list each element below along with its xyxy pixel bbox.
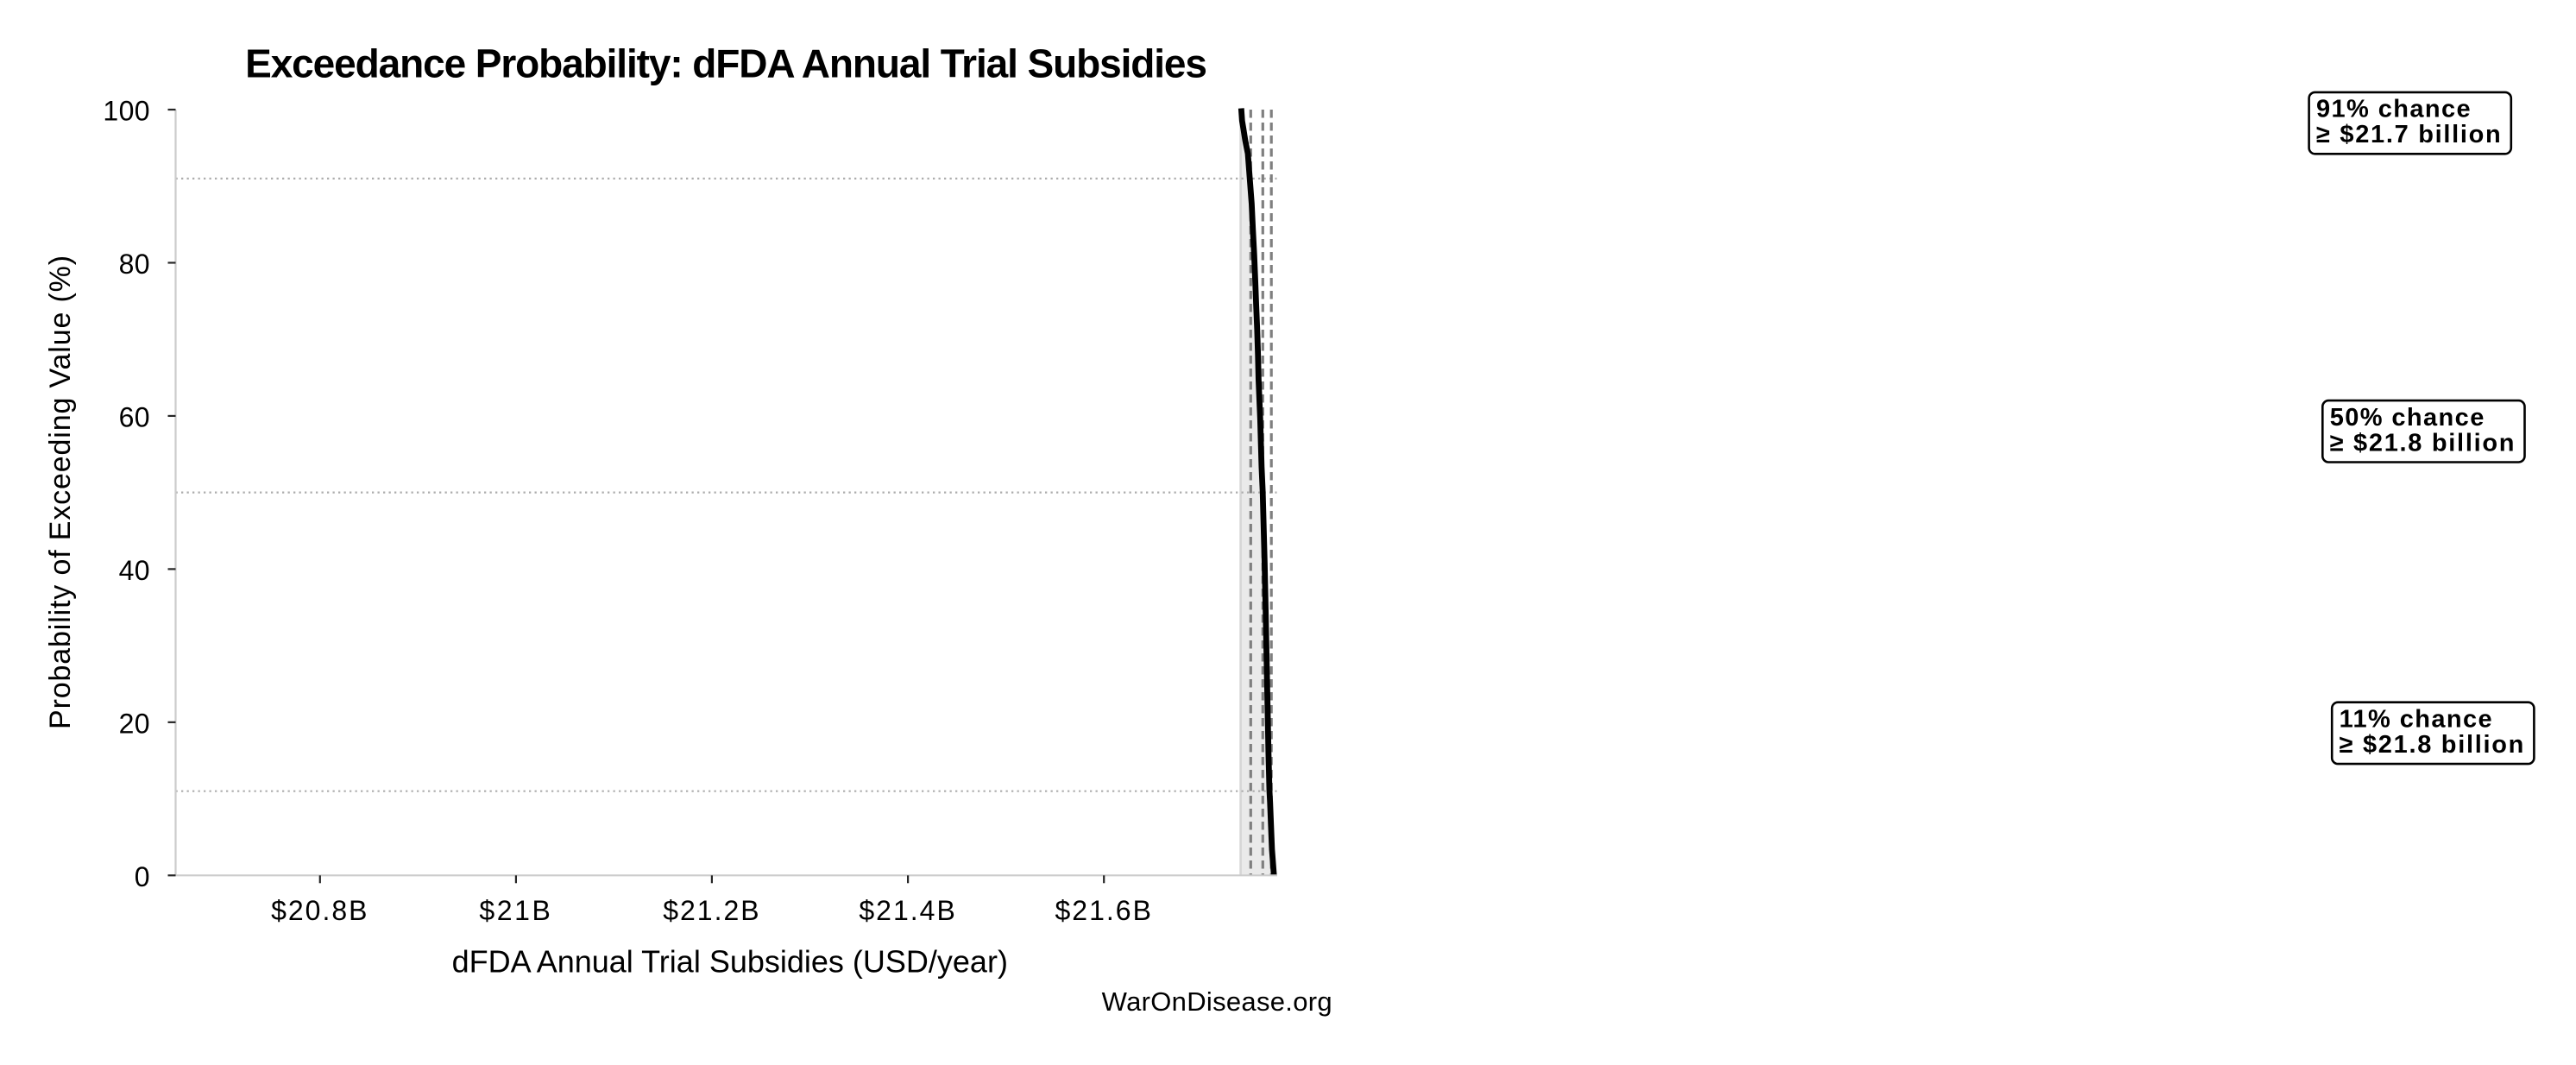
svg-text:Probability of Exceeding Value: Probability of Exceeding Value (%) (44, 255, 77, 729)
svg-text:WarOnDisease.org: WarOnDisease.org (1102, 986, 1332, 1017)
svg-text:Exceedance Probability: dFDA A: Exceedance Probability: dFDA Annual Tria… (245, 41, 1206, 86)
svg-text:$21.6B: $21.6B (1055, 895, 1152, 926)
svg-text:≥ $21.8 billion: ≥ $21.8 billion (2340, 731, 2525, 759)
svg-text:50% chance: 50% chance (2330, 404, 2485, 432)
svg-text:≥ $21.8 billion: ≥ $21.8 billion (2330, 429, 2516, 457)
svg-text:$20.8B: $20.8B (271, 895, 368, 926)
svg-text:40: 40 (119, 555, 150, 586)
svg-text:0: 0 (135, 861, 150, 892)
svg-text:100: 100 (103, 96, 150, 127)
svg-text:$21.4B: $21.4B (859, 895, 956, 926)
svg-text:$21B: $21B (479, 895, 552, 926)
svg-text:20: 20 (119, 709, 150, 740)
svg-text:91% chance: 91% chance (2316, 96, 2472, 123)
svg-text:11% chance: 11% chance (2340, 705, 2493, 733)
svg-text:80: 80 (119, 249, 150, 280)
svg-text:≥ $21.7 billion: ≥ $21.7 billion (2316, 121, 2502, 148)
svg-text:60: 60 (119, 402, 150, 433)
svg-text:dFDA Annual Trial Subsidies (U: dFDA Annual Trial Subsidies (USD/year) (452, 944, 1008, 980)
svg-text:$21.2B: $21.2B (663, 895, 760, 926)
